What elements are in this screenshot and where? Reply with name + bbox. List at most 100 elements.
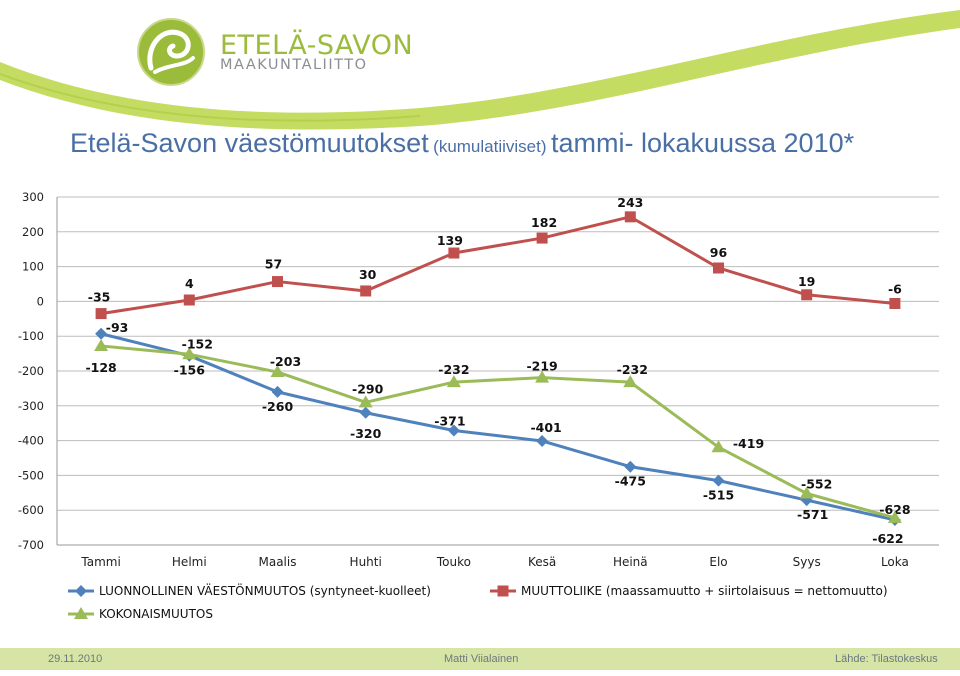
- y-tick-label: 100: [22, 260, 44, 274]
- y-tick-label: -700: [18, 538, 44, 552]
- data-point: [272, 276, 283, 288]
- data-label: -622: [872, 531, 903, 546]
- data-point: [182, 347, 197, 360]
- data-label: -475: [615, 474, 646, 489]
- data-label: -232: [438, 362, 469, 377]
- data-point: [623, 375, 638, 388]
- data-label: -515: [703, 488, 734, 503]
- data-label: 30: [359, 267, 377, 282]
- x-tick-label: Huhti: [350, 555, 382, 569]
- x-tick-label: Touko: [436, 555, 471, 569]
- data-label: -128: [85, 360, 116, 375]
- data-point: [95, 327, 108, 340]
- y-tick-label: -500: [18, 468, 44, 482]
- logo-name: ETELÄ-SAVON: [220, 30, 414, 61]
- data-label: 4: [185, 276, 194, 291]
- x-tick-label: Helmi: [172, 555, 207, 569]
- x-tick-label: Heinä: [613, 555, 648, 569]
- data-label: -320: [350, 426, 382, 441]
- footer-date: 29.11.2010: [48, 653, 103, 665]
- data-label: -401: [530, 420, 561, 435]
- data-label: -371: [434, 414, 465, 429]
- y-tick-label: -300: [18, 399, 44, 413]
- data-label: -260: [262, 399, 294, 414]
- y-tick-label: 300: [22, 190, 44, 204]
- series-line: [100, 332, 896, 522]
- x-tick-label: Maalis: [259, 555, 297, 569]
- data-point: [359, 406, 372, 419]
- x-tick-label: Syys: [793, 555, 821, 569]
- logo-subname: MAAKUNTALIITTO: [220, 57, 368, 73]
- legend-label: KOKONAISMUUTOS: [99, 607, 213, 621]
- title-rest: tammi- lokakuussa 2010*: [550, 128, 855, 158]
- data-label: 57: [265, 257, 282, 272]
- leaf-swirl-logo: [137, 18, 205, 86]
- data-label: -552: [801, 476, 832, 491]
- data-point: [497, 585, 509, 597]
- series-line: [100, 215, 896, 316]
- title-main: Etelä-Savon väestömuutokset: [70, 128, 429, 158]
- y-tick-label: 200: [22, 225, 44, 239]
- data-point: [712, 474, 725, 487]
- data-label: -6: [888, 281, 902, 296]
- data-point: [889, 297, 901, 309]
- data-label: -571: [797, 507, 828, 522]
- data-point: [711, 440, 726, 453]
- x-tick-label: Elo: [709, 555, 727, 569]
- series-2: -35 4 57 30 139 182 243 96 19 -6: [88, 195, 902, 320]
- data-label: 96: [710, 245, 728, 260]
- data-point: [713, 262, 724, 274]
- data-point: [624, 460, 637, 473]
- x-tick-label: Tammi: [80, 555, 120, 569]
- data-label: -35: [88, 290, 111, 305]
- data-point: [271, 385, 284, 398]
- data-point: [535, 370, 550, 383]
- y-tick-label: -200: [18, 364, 44, 378]
- data-point: [536, 232, 548, 244]
- y-tick-label: -600: [18, 503, 44, 517]
- x-tick-label: Kesä: [528, 555, 556, 569]
- legend-label: MUUTTOLIIKE (maassamuutto + siirtolaisuu…: [521, 584, 888, 598]
- data-point: [183, 294, 195, 306]
- series-3: -128 -152 -203 -290 -232 -219 -232 -419 -552 -622: [85, 336, 903, 546]
- data-label: 243: [617, 195, 643, 210]
- y-tick-label: 0: [37, 294, 44, 308]
- data-point: [801, 289, 813, 301]
- data-point: [446, 375, 461, 388]
- data-point: [95, 308, 107, 320]
- legend-item: MUUTTOLIIKE (maassamuutto + siirtolaisuu…: [490, 584, 888, 598]
- data-point: [74, 607, 88, 619]
- y-tick-label: -400: [18, 434, 44, 448]
- data-point: [94, 338, 109, 351]
- data-point: [270, 365, 285, 378]
- y-tick-label: -100: [18, 329, 44, 343]
- footer-author: Matti Viialainen: [444, 653, 519, 665]
- data-label: -93: [106, 320, 129, 335]
- legend-label: LUONNOLLINEN VÄESTÖNMUUTOS (syntyneet-ku…: [99, 582, 431, 598]
- footer-source: Lähde: Tilastokeskus: [835, 653, 938, 665]
- footer-bar: [0, 648, 960, 670]
- legend-item: LUONNOLLINEN VÄESTÖNMUUTOS (syntyneet-ku…: [68, 582, 431, 598]
- series-1: -93 -156 -260 -320 -371 -401 -475 -515 -571 -628: [95, 320, 911, 526]
- x-tick-label: Loka: [881, 555, 909, 569]
- data-point: [360, 285, 372, 297]
- data-label: -419: [733, 436, 764, 451]
- data-label: -152: [182, 336, 213, 351]
- data-point: [448, 247, 460, 259]
- data-point: [358, 395, 373, 408]
- data-label: 19: [798, 274, 815, 289]
- data-point: [799, 486, 814, 499]
- data-point: [624, 211, 636, 223]
- data-point: [887, 510, 902, 523]
- population-change-chart: 300 200 100 0 -100 -200 -300 -400 -500 -600 -700 Ta…: [18, 190, 939, 621]
- header-swoosh: [0, 10, 960, 130]
- data-label: 139: [437, 233, 463, 248]
- slide-title: Etelä-Savon väestömuutokset (kumulatiivi…: [70, 128, 854, 159]
- data-label: -290: [352, 381, 384, 396]
- data-label: -628: [879, 502, 910, 517]
- series-line: [100, 344, 896, 520]
- data-label: -156: [174, 363, 206, 378]
- data-label: -232: [617, 362, 648, 377]
- data-point: [536, 434, 549, 447]
- legend-item: KOKONAISMUUTOS: [68, 607, 213, 621]
